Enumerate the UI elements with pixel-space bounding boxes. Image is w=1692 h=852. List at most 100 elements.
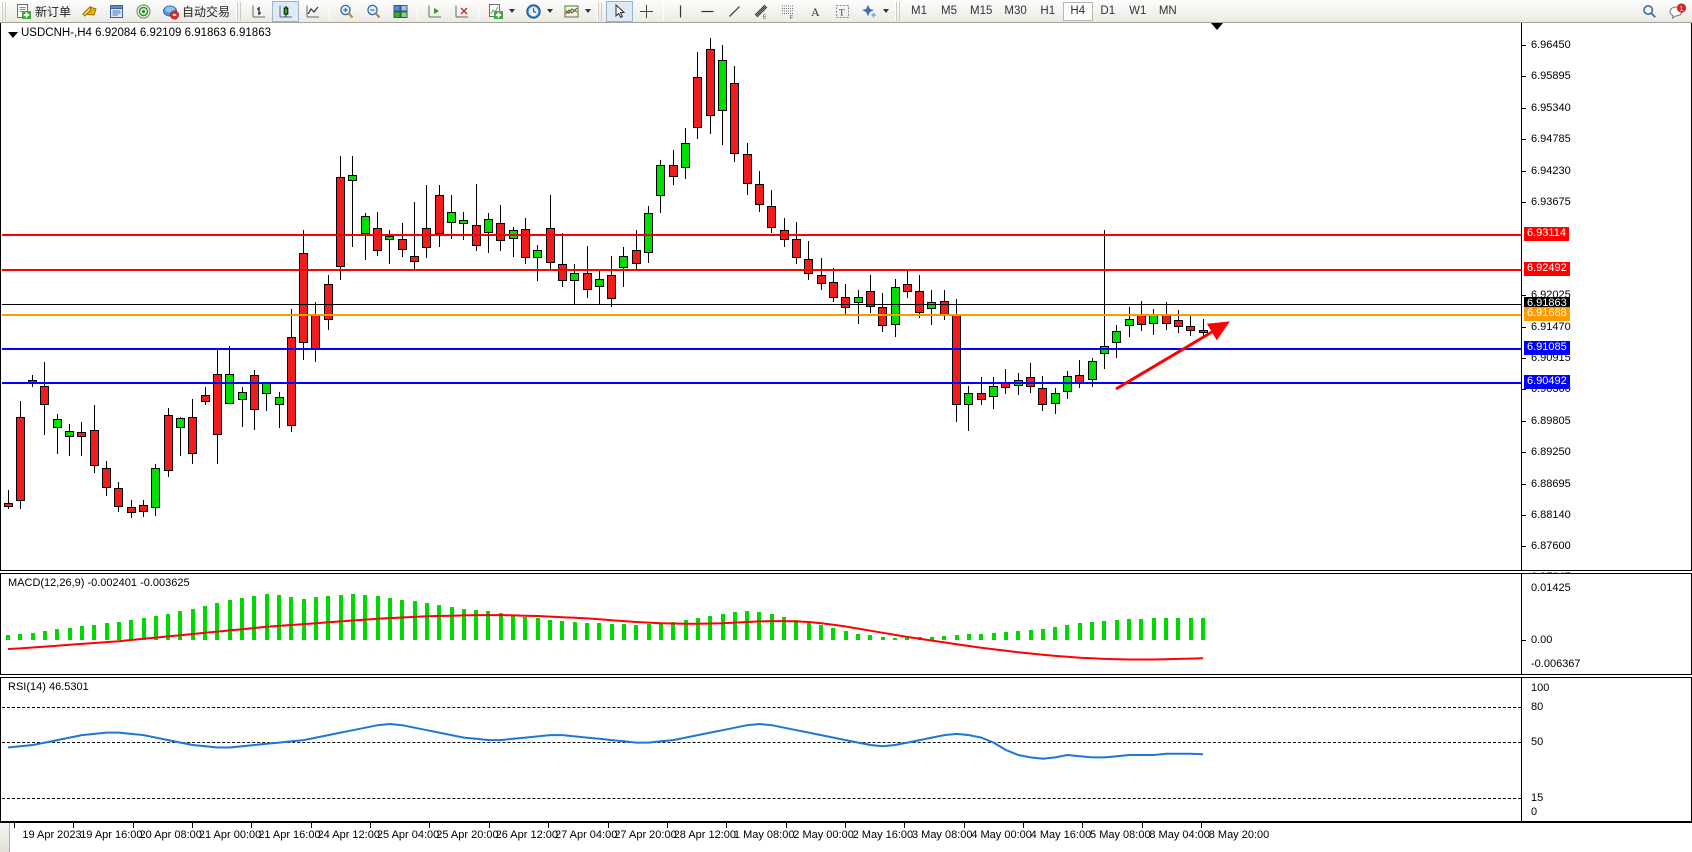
data-window-icon xyxy=(108,3,125,20)
bar-chart-button[interactable] xyxy=(245,1,272,22)
support-line[interactable] xyxy=(2,382,1521,385)
rsi-axis[interactable]: 100 80 50 15 0 xyxy=(1521,678,1691,821)
last-price-line[interactable] xyxy=(2,304,1521,306)
candle-body-bull xyxy=(1112,330,1122,344)
candle-body-bear xyxy=(1198,329,1208,333)
price-axis[interactable]: 6.96450 6.95895 6.95340 6.94785 6.94230 6.936… xyxy=(1521,23,1691,583)
macd-histogram-bar xyxy=(18,634,23,640)
macd-pane[interactable]: MACD(12,26,9) -0.002401 -0.003625 0.0142… xyxy=(0,573,1692,675)
toolbar-grip[interactable] xyxy=(1,1,8,21)
candle-body-bear xyxy=(742,154,752,184)
toolbar-separator-2 xyxy=(417,2,419,20)
toolbar-grip-4[interactable] xyxy=(895,1,903,21)
period-dropdown-arrow[interactable] xyxy=(547,9,554,13)
horizontal-line-tool-button[interactable] xyxy=(694,1,721,22)
rsi-line xyxy=(7,722,1204,760)
auto-scroll-button[interactable] xyxy=(448,1,475,22)
equidistant-channel-tool-button[interactable]: E xyxy=(748,1,775,22)
time-axis-tick xyxy=(1201,823,1202,828)
time-axis-tick xyxy=(251,823,253,828)
bid-price-badge[interactable]: 6.91688 xyxy=(1524,307,1570,322)
text-tool-button[interactable]: A xyxy=(802,1,829,22)
expert-advisor-button[interactable] xyxy=(76,1,103,22)
candlestick xyxy=(964,386,974,432)
macd-histogram-bar xyxy=(461,608,466,640)
macd-histogram-bar xyxy=(313,596,318,640)
toolbar-grip-3[interactable] xyxy=(597,1,605,21)
data-window-button[interactable] xyxy=(103,1,130,22)
bid-line[interactable] xyxy=(2,314,1521,317)
chart-shift-button[interactable] xyxy=(421,1,448,22)
autotrading-button[interactable]: 自动交易 xyxy=(157,1,235,22)
candlestick xyxy=(102,460,112,496)
timeframe-h1[interactable]: H1 xyxy=(1040,5,1056,17)
chart-scroll-handle[interactable] xyxy=(0,823,10,852)
crosshair-tool-button[interactable] xyxy=(633,1,660,22)
notifications-button[interactable]: 1 xyxy=(1663,1,1692,22)
rsi-plot[interactable] xyxy=(2,678,1521,821)
text-label-tool-button[interactable]: T xyxy=(829,1,856,22)
candle-body-bull xyxy=(619,255,629,269)
timeframe-d1[interactable]: D1 xyxy=(1100,5,1116,17)
price-pane[interactable]: USDCNH-,H4 6.92084 6.92109 6.91863 6.918… xyxy=(0,23,1692,583)
timeframe-h4[interactable]: H4 xyxy=(1062,1,1093,21)
time-axis-label: 4 May 16:00 xyxy=(1030,829,1092,841)
macd-axis[interactable]: 0.01425 0.00 -0.006367 xyxy=(1521,574,1691,674)
resistance-line[interactable] xyxy=(2,268,1521,271)
templates-dropdown-arrow[interactable] xyxy=(585,9,592,13)
time-axis-tick xyxy=(963,823,965,828)
resistance-price-badge[interactable]: 6.92492 xyxy=(1524,261,1570,276)
price-plot[interactable] xyxy=(2,23,1521,570)
time-axis[interactable]: 19 Apr 2023 19 Apr 16:00 20 Apr 08:00 21 Ap… xyxy=(0,822,1692,852)
new-order-button[interactable]: 新订单 xyxy=(10,1,76,22)
support-price-badge[interactable]: 6.91085 xyxy=(1524,341,1570,356)
rsi-pane[interactable]: RSI(14) 46.5301 100 80 50 15 0 xyxy=(0,677,1692,822)
macd-histogram-bar xyxy=(1151,618,1156,640)
new-chart-button[interactable] xyxy=(482,1,520,22)
period-button[interactable] xyxy=(520,1,558,22)
candle-body-bear xyxy=(841,296,851,309)
candlestick-chart-button[interactable] xyxy=(272,0,300,22)
resistance-line[interactable] xyxy=(2,233,1521,236)
time-axis-tick xyxy=(548,823,550,828)
zoom-out-button[interactable] xyxy=(360,1,387,22)
candle-body-bull xyxy=(483,218,493,234)
macd-histogram-bar xyxy=(42,630,47,640)
support-price-badge[interactable]: 6.90492 xyxy=(1524,375,1570,390)
time-axis-tick xyxy=(607,823,609,828)
navigator-button[interactable] xyxy=(130,1,157,22)
timeframe-m5[interactable]: M5 xyxy=(941,5,958,17)
shapes-dropdown-arrow[interactable] xyxy=(883,9,890,13)
vertical-line-tool-button[interactable] xyxy=(667,1,694,22)
chart-menu-triangle-icon[interactable] xyxy=(8,32,18,38)
candle-body-bear xyxy=(102,467,112,488)
timeframe-w1[interactable]: W1 xyxy=(1129,5,1147,17)
shapes-tool-button[interactable] xyxy=(856,1,894,22)
market-watch-button[interactable] xyxy=(387,1,414,22)
support-line[interactable] xyxy=(2,348,1521,351)
toolbar-grip-2[interactable] xyxy=(236,1,244,21)
candlestick xyxy=(841,284,851,314)
timeframe-mn[interactable]: MN xyxy=(1158,5,1177,17)
cursor-tool-button[interactable] xyxy=(606,0,634,22)
channel-icon: E xyxy=(753,3,770,20)
time-axis-tick xyxy=(844,823,846,828)
timeframe-m1[interactable]: M1 xyxy=(911,5,928,17)
timeframe-m15[interactable]: M15 xyxy=(970,5,993,17)
timeframe-m30[interactable]: M30 xyxy=(1004,5,1027,17)
notification-count: 1 xyxy=(1679,4,1683,13)
resistance-price-badge[interactable]: 6.93114 xyxy=(1524,226,1569,241)
candlestick xyxy=(828,268,838,303)
chart-area[interactable]: USDCNH-,H4 6.92084 6.92109 6.91863 6.918… xyxy=(0,23,1692,852)
trendline-tool-button[interactable] xyxy=(721,1,748,22)
candle-body-bear xyxy=(311,313,321,349)
macd-plot[interactable] xyxy=(2,574,1521,674)
up-trend-arrow[interactable] xyxy=(2,23,1521,570)
line-chart-button[interactable] xyxy=(299,1,326,22)
zoom-in-button[interactable] xyxy=(333,1,360,22)
templates-button[interactable] xyxy=(558,1,596,22)
fibonacci-tool-button[interactable]: F xyxy=(775,1,802,22)
candle-body-bull xyxy=(225,373,235,405)
new-chart-dropdown-arrow[interactable] xyxy=(509,9,516,13)
search-button[interactable] xyxy=(1636,1,1663,22)
